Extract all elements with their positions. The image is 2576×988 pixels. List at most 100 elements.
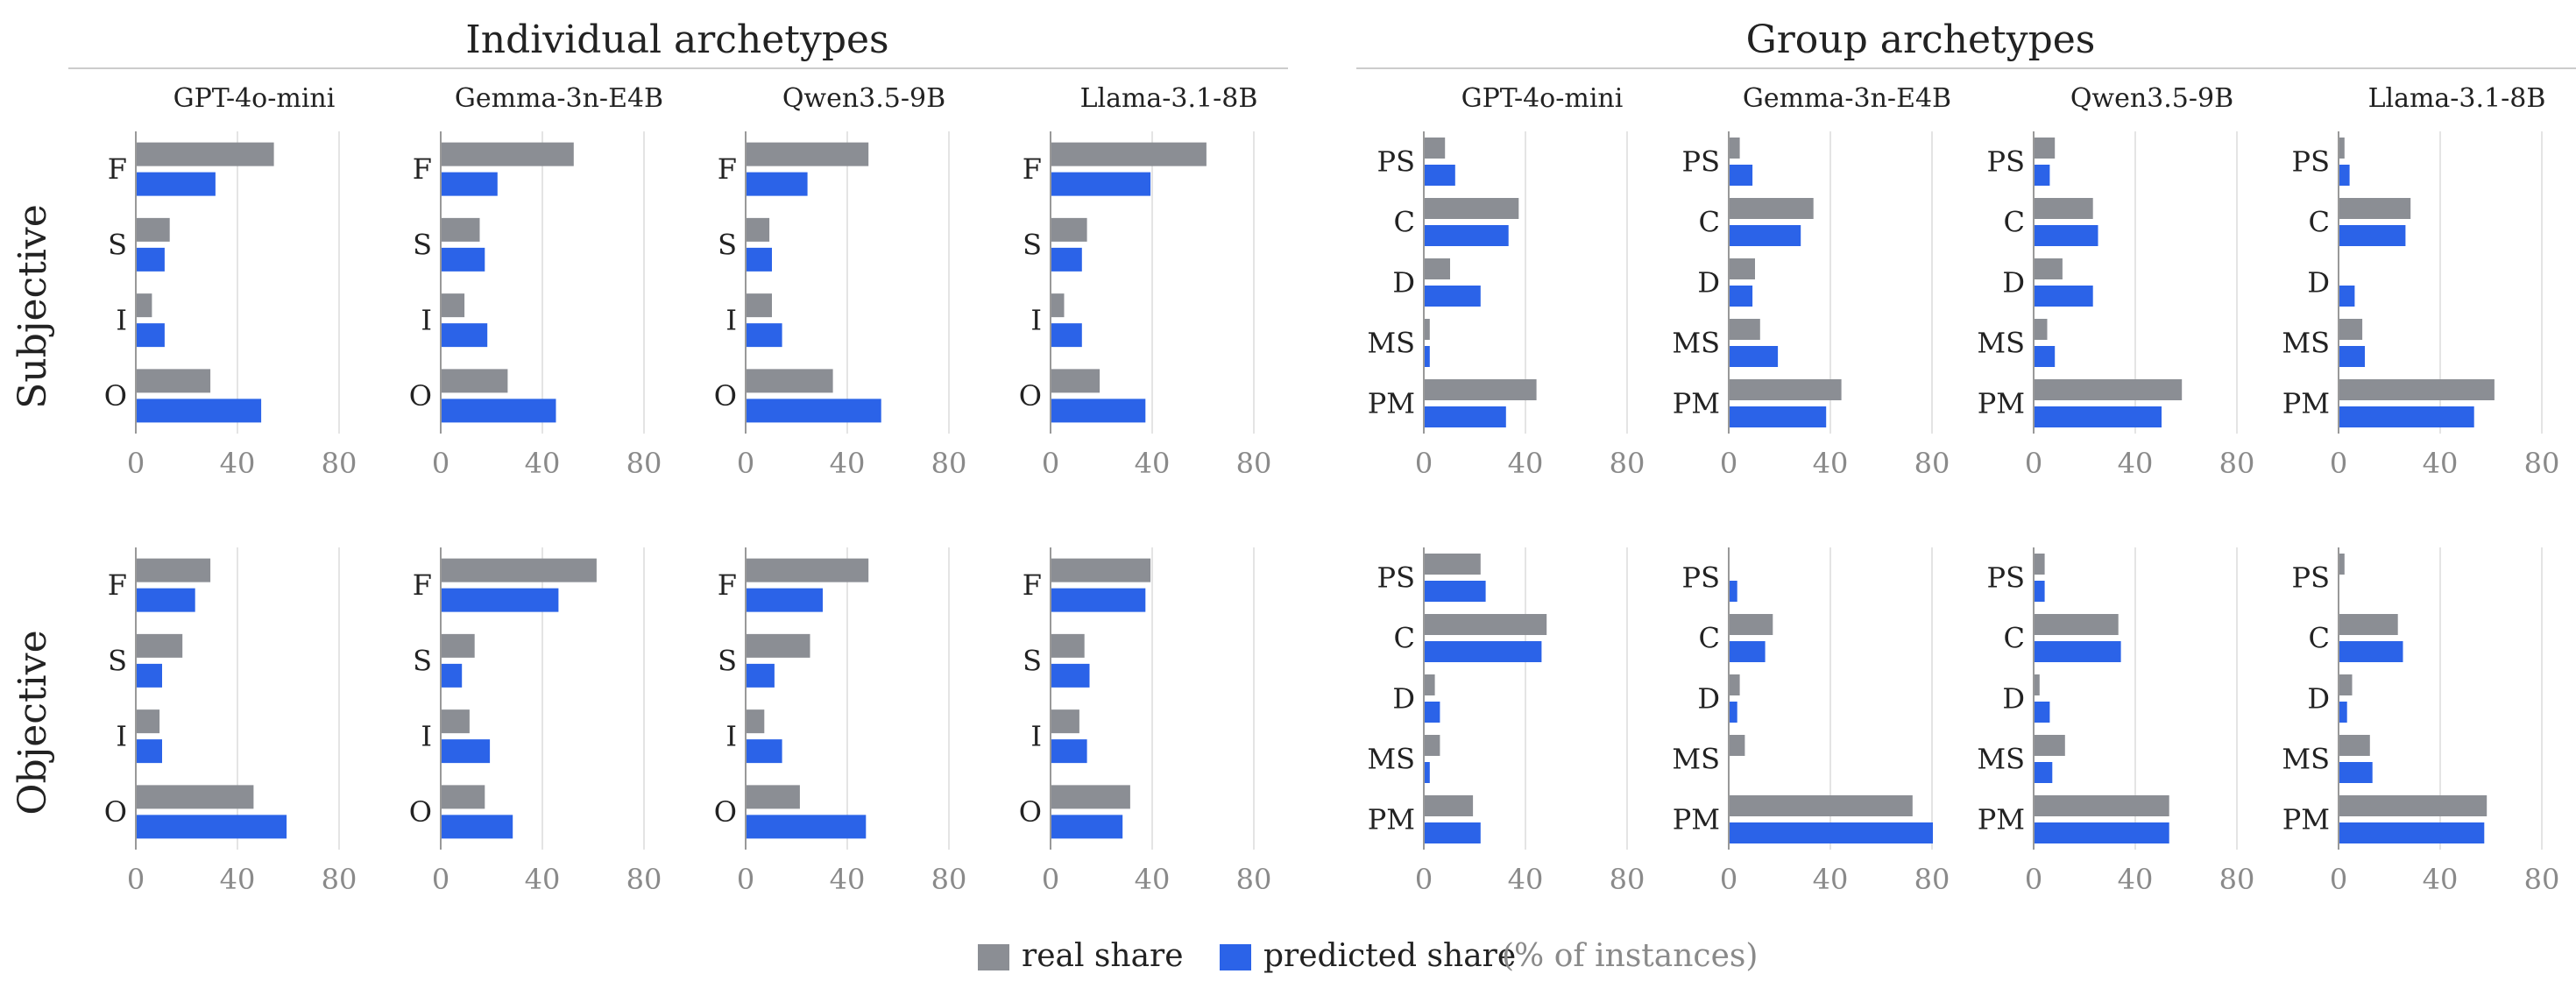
bar-predicted-d bbox=[1425, 286, 1481, 307]
group-title-individual: Individual archetypes bbox=[465, 18, 888, 62]
bar-real-ms bbox=[1730, 319, 1760, 340]
bar-predicted-ps bbox=[1730, 165, 1753, 186]
category-label-i: I bbox=[725, 304, 737, 337]
bar-predicted-o bbox=[747, 399, 881, 423]
bar-predicted-s bbox=[442, 247, 485, 272]
category-label-i: I bbox=[116, 304, 127, 337]
bar-real-i bbox=[1051, 293, 1065, 318]
bar-real-i bbox=[747, 709, 765, 734]
panel-group-archetypes-objective-llama-3-1-8b: 0 40 80 PS CD MS PM bbox=[2282, 547, 2559, 896]
x-tick-label: 40 bbox=[525, 863, 561, 896]
x-tick-label: 40 bbox=[1135, 863, 1171, 896]
bar-real-o bbox=[747, 785, 800, 809]
category-label-ms: MS bbox=[1672, 743, 1720, 776]
category-label-pm: PM bbox=[2282, 387, 2330, 420]
category-label-c: C bbox=[1699, 206, 1720, 239]
bar-real-pm bbox=[2339, 379, 2495, 400]
category-label-pm: PM bbox=[1368, 387, 1415, 420]
bar-real-d bbox=[1730, 258, 1755, 279]
x-tick-label: 0 bbox=[1042, 447, 1059, 480]
bar-real-ms bbox=[1730, 735, 1745, 756]
bar-predicted-pm bbox=[2339, 822, 2485, 843]
bar-predicted-s bbox=[1051, 247, 1082, 272]
bar-predicted-f bbox=[137, 588, 195, 612]
bar-real-s bbox=[442, 217, 480, 242]
bar-real-f bbox=[1051, 142, 1207, 166]
bar-real-ms bbox=[1425, 319, 1430, 340]
bar-predicted-d bbox=[2035, 702, 2050, 723]
bar-real-s bbox=[137, 217, 170, 242]
bar-real-pm bbox=[2035, 379, 2183, 400]
category-label-c: C bbox=[2004, 622, 2025, 655]
panel-group-archetypes-subjective-gpt-4o-mini: 0 40 80 PS CD MS PM bbox=[1367, 131, 1645, 480]
category-label-pm: PM bbox=[1673, 803, 1720, 836]
x-tick-label: 80 bbox=[2524, 863, 2560, 896]
group-title-group: Group archetypes bbox=[1746, 18, 2096, 62]
category-label-ps: PS bbox=[2292, 561, 2330, 595]
bar-real-c bbox=[1425, 614, 1547, 635]
category-label-c: C bbox=[1394, 206, 1415, 239]
bar-predicted-f bbox=[1051, 172, 1151, 196]
bar-predicted-i bbox=[137, 739, 162, 764]
bar-predicted-c bbox=[2339, 225, 2406, 246]
category-label-ms: MS bbox=[1977, 327, 2025, 360]
bar-real-ps bbox=[2339, 554, 2345, 575]
bar-predicted-ps bbox=[2035, 165, 2050, 186]
column-header-ind-llama: Llama-3.1-8B bbox=[1080, 83, 1258, 114]
x-tick-label: 40 bbox=[1813, 863, 1849, 896]
category-label-c: C bbox=[2309, 206, 2330, 239]
panel-individual-archetypes-objective-qwen3-5-9b: 0 40 80 F S I O bbox=[714, 547, 966, 896]
bar-real-d bbox=[1730, 674, 1740, 695]
category-label-o: O bbox=[714, 379, 737, 413]
category-label-d: D bbox=[1392, 682, 1415, 716]
x-tick-label: 80 bbox=[322, 863, 357, 896]
bar-predicted-ms bbox=[1425, 762, 1430, 783]
chart-panels: 0 40 80 F S I O 0 40 80 F S I O 0 40 80 F S I O 0 40 80 F S I O 0 40 8… bbox=[104, 131, 2559, 896]
x-tick-label: 80 bbox=[626, 447, 662, 480]
x-tick-label: 40 bbox=[220, 447, 256, 480]
panel-group-archetypes-subjective-gemma-3n-e4b: 0 40 80 PS CD MS PM bbox=[1672, 131, 1950, 480]
bar-real-f bbox=[747, 142, 869, 166]
x-tick-label: 40 bbox=[220, 863, 256, 896]
bar-predicted-o bbox=[747, 815, 867, 839]
bar-predicted-f bbox=[442, 588, 559, 612]
x-tick-label: 80 bbox=[1610, 447, 1645, 480]
bar-predicted-o bbox=[442, 399, 556, 423]
category-label-i: I bbox=[1030, 720, 1042, 753]
category-label-d: D bbox=[2307, 266, 2330, 300]
bar-real-ps bbox=[2035, 138, 2056, 159]
category-label-o: O bbox=[1019, 795, 1042, 829]
bar-real-c bbox=[1730, 198, 1814, 219]
panel-individual-archetypes-subjective-gemma-3n-e4b: 0 40 80 F S I O bbox=[409, 131, 662, 480]
category-label-pm: PM bbox=[2282, 803, 2330, 836]
category-label-ps: PS bbox=[1682, 145, 1720, 179]
x-tick-label: 80 bbox=[1236, 447, 1272, 480]
x-tick-label: 80 bbox=[2219, 447, 2255, 480]
bar-predicted-s bbox=[747, 247, 772, 272]
category-label-ps: PS bbox=[1987, 561, 2025, 595]
bar-real-ps bbox=[1425, 138, 1446, 159]
panel-group-archetypes-subjective-qwen3-5-9b: 0 40 80 PS CD MS PM bbox=[1977, 131, 2254, 480]
bar-predicted-ps bbox=[1425, 165, 1455, 186]
bar-predicted-s bbox=[442, 663, 463, 688]
legend-label-real: real share bbox=[1022, 938, 1184, 974]
bar-real-d bbox=[2035, 258, 2063, 279]
bar-predicted-s bbox=[137, 663, 162, 688]
bar-real-s bbox=[442, 633, 475, 658]
x-tick-label: 80 bbox=[322, 447, 357, 480]
panel-group-archetypes-subjective-llama-3-1-8b: 0 40 80 PS CD MS PM bbox=[2282, 131, 2559, 480]
bar-real-i bbox=[137, 293, 152, 318]
bar-predicted-o bbox=[1051, 399, 1146, 423]
bar-predicted-f bbox=[1051, 588, 1146, 612]
category-label-i: I bbox=[116, 720, 127, 753]
x-tick-label: 80 bbox=[2219, 863, 2255, 896]
category-label-ps: PS bbox=[1987, 145, 2025, 179]
bar-predicted-c bbox=[2035, 641, 2121, 662]
x-tick-label: 0 bbox=[2330, 863, 2347, 896]
category-label-f: F bbox=[718, 568, 737, 602]
bar-real-f bbox=[137, 142, 274, 166]
category-label-s: S bbox=[1023, 228, 1042, 261]
category-label-o: O bbox=[104, 795, 127, 829]
legend-label-predicted: predicted share bbox=[1263, 938, 1516, 974]
category-label-s: S bbox=[718, 644, 737, 677]
